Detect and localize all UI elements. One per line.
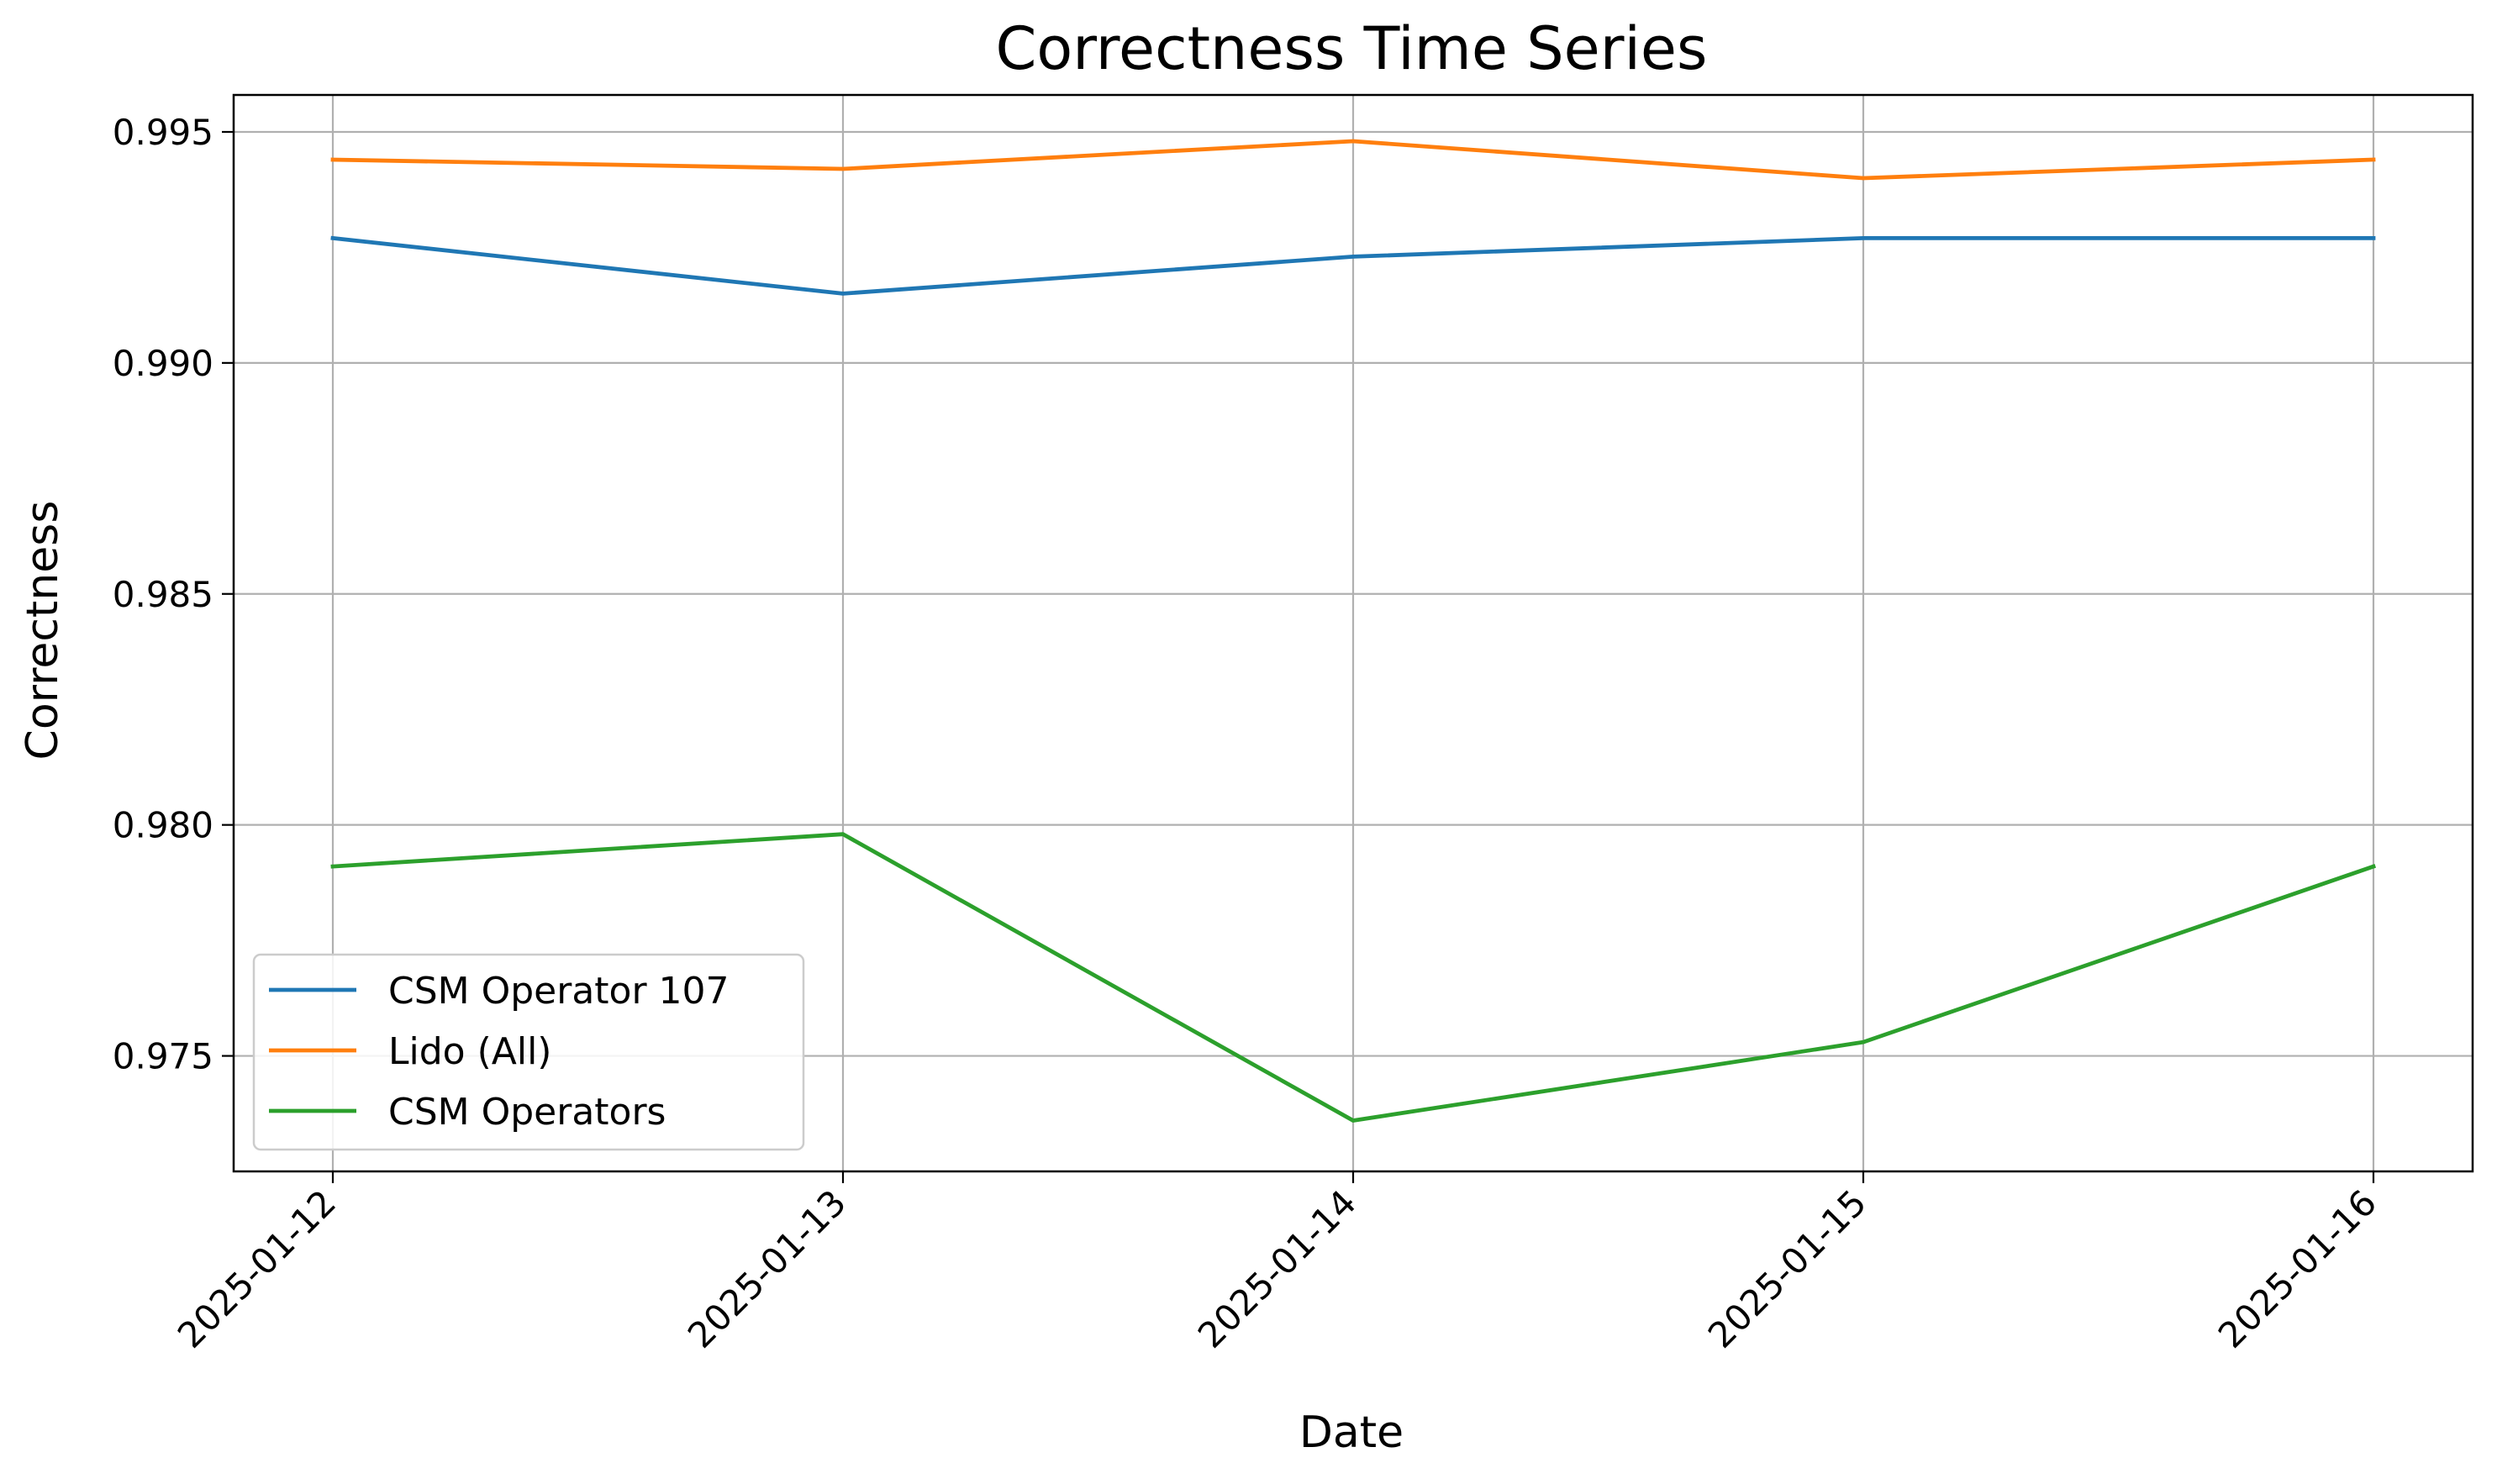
series-line <box>330 235 2376 296</box>
y-tick-label: 0.985 <box>113 574 213 615</box>
series-lines <box>330 139 2377 1123</box>
chart-title: Correctness Time Series <box>996 14 1708 83</box>
legend-box <box>252 953 805 1151</box>
legend-label: CSM Operators <box>388 1091 666 1134</box>
y-tick-label: 0.975 <box>113 1036 213 1077</box>
y-axis-label: Correctness <box>18 501 68 760</box>
x-axis-label: Date <box>1299 1408 1404 1458</box>
y-tick-label: 0.980 <box>113 805 213 846</box>
y-tick-label: 0.995 <box>113 112 213 153</box>
legend-label: Lido (All) <box>388 1030 551 1073</box>
y-tick-label: 0.990 <box>113 343 213 384</box>
series-line <box>330 139 2376 181</box>
legend-label: CSM Operator 107 <box>388 970 730 1013</box>
y-axis-ticks: 0.975 0.980 0.985 0.990 0.995 <box>113 112 234 1077</box>
legend: CSM Operator 107 Lido (All) CSM Operators <box>252 953 805 1151</box>
series-line <box>330 832 2377 1123</box>
